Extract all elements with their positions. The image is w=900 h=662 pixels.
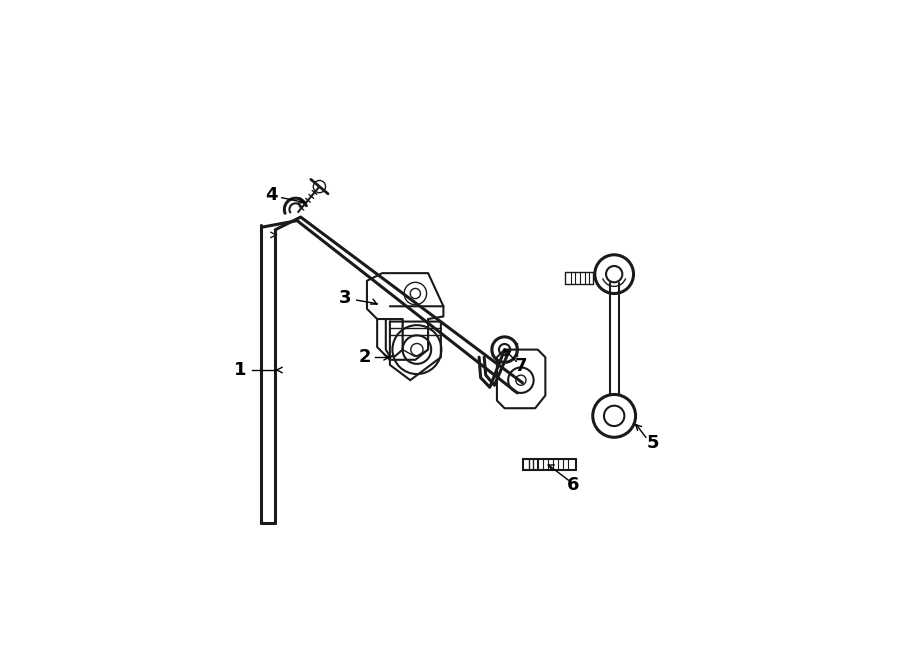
Text: 4: 4	[266, 185, 278, 204]
Text: 1: 1	[234, 361, 247, 379]
Text: 2: 2	[358, 348, 371, 366]
Text: 3: 3	[339, 289, 352, 307]
Text: 5: 5	[646, 434, 659, 452]
Text: 7: 7	[515, 357, 527, 375]
Text: 6: 6	[567, 476, 580, 495]
